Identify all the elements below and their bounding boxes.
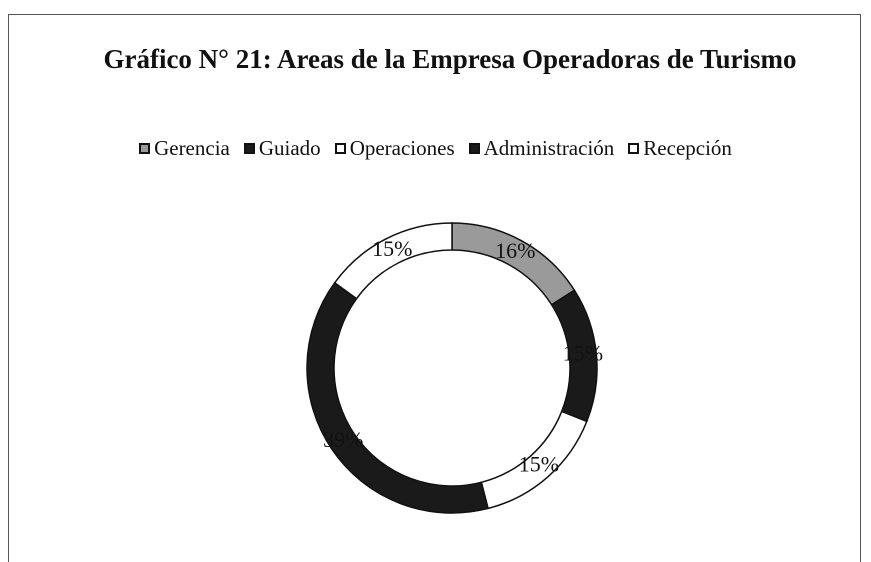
legend-label: Recepción bbox=[643, 136, 732, 160]
legend-item: Operaciones bbox=[334, 136, 455, 161]
donut-segment bbox=[451, 222, 576, 306]
data-label: 39% bbox=[323, 427, 363, 452]
donut-segment bbox=[333, 222, 453, 300]
legend-label: Guiado bbox=[258, 136, 321, 160]
legend-item: Guiado bbox=[243, 136, 321, 161]
chart-title: Gráfico N° 21: Areas de la Empresa Opera… bbox=[103, 44, 797, 74]
legend: Gerencia Guiado Operaciones Administración R… bbox=[0, 136, 871, 161]
data-label: 15% bbox=[563, 341, 603, 366]
legend-item: Recepción bbox=[628, 136, 732, 161]
legend-label: Operaciones bbox=[349, 136, 455, 160]
legend-swatch bbox=[243, 143, 255, 154]
data-label: 15% bbox=[519, 452, 559, 477]
frame bbox=[8, 14, 861, 562]
legend-swatch bbox=[334, 143, 346, 154]
legend-item: Gerencia bbox=[139, 136, 230, 161]
data-label: 15% bbox=[372, 236, 412, 261]
data-label: 16% bbox=[495, 238, 535, 263]
legend-label: Administración bbox=[483, 136, 615, 160]
legend-swatch bbox=[139, 143, 151, 154]
legend-swatch bbox=[628, 143, 640, 154]
legend-swatch bbox=[468, 143, 480, 154]
donut-segment bbox=[306, 281, 489, 514]
legend-item: Administración bbox=[468, 136, 615, 161]
legend-label: Gerencia bbox=[154, 136, 230, 160]
